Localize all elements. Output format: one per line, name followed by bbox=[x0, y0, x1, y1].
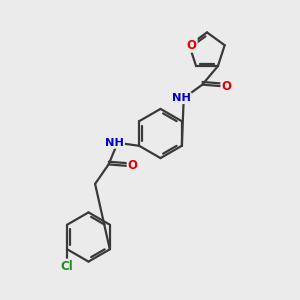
Text: O: O bbox=[187, 39, 197, 52]
Text: Cl: Cl bbox=[61, 260, 74, 273]
Text: O: O bbox=[221, 80, 231, 93]
Text: NH: NH bbox=[105, 138, 124, 148]
Text: O: O bbox=[128, 159, 138, 172]
Text: NH: NH bbox=[172, 93, 191, 103]
